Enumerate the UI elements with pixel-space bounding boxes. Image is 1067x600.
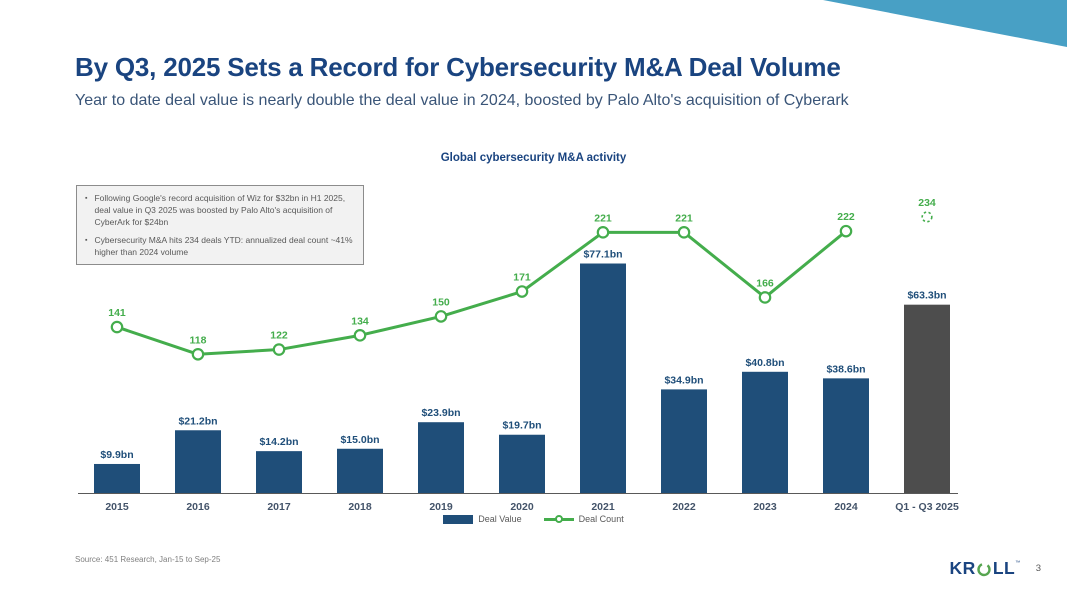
x-axis-label-2017: 2017 bbox=[267, 501, 291, 513]
deal-count-marker-2017 bbox=[272, 343, 286, 356]
deal-value-bar-2016 bbox=[175, 430, 221, 494]
chart-title: Global cybersecurity M&A activity bbox=[440, 152, 627, 164]
deal-value-swatch-icon bbox=[443, 514, 474, 524]
deal-value-label-Q1 - Q3 2025: $63.3bn bbox=[907, 290, 946, 302]
x-axis-label-2018: 2018 bbox=[348, 501, 372, 513]
deal-count-marker-2023 bbox=[758, 291, 772, 304]
kroll-logo-ll: LL bbox=[992, 558, 1016, 578]
deal-value-label-2023: $40.8bn bbox=[745, 357, 784, 369]
x-axis-label-2024: 2024 bbox=[834, 501, 858, 513]
deal-value-label-2018: $15.0bn bbox=[340, 434, 379, 446]
deal-value-bar-2020 bbox=[499, 434, 545, 494]
deal-count-marker-Q1 - Q3 2025 bbox=[921, 211, 933, 223]
kroll-logo-o-icon bbox=[977, 562, 992, 577]
deal-count-label-2023: 166 bbox=[756, 277, 774, 289]
source-note: Source: 451 Research, Jan-15 to Sep-25 bbox=[75, 555, 221, 564]
x-axis-label-2015: 2015 bbox=[105, 501, 129, 513]
deal-count-marker-2020 bbox=[515, 285, 529, 298]
kroll-logo-kr: KR bbox=[949, 558, 976, 578]
deal-count-label-2024: 222 bbox=[837, 211, 855, 223]
deal-count-line bbox=[116, 229, 847, 356]
deal-count-marker-2016 bbox=[191, 347, 205, 361]
deal-count-label-Q1 - Q3 2025: 234 bbox=[918, 197, 936, 209]
deal-value-bar-2023 bbox=[742, 371, 788, 494]
deal-value-label-2024: $38.6bn bbox=[826, 363, 865, 375]
callout-box: ▪ Following Google's record acquisition … bbox=[76, 185, 364, 266]
trademark-symbol: ™ bbox=[1015, 560, 1021, 566]
page-number: 3 bbox=[1035, 563, 1041, 575]
bullet-icon: ▪ bbox=[85, 236, 88, 244]
deal-value-bar-2018 bbox=[337, 448, 383, 494]
deal-count-label-2019: 150 bbox=[432, 296, 450, 308]
deal-value-bar-2022 bbox=[661, 389, 707, 494]
x-axis-label-2019: 2019 bbox=[429, 501, 453, 513]
deal-count-marker-2024 bbox=[839, 224, 853, 238]
deal-count-label-2020: 171 bbox=[513, 272, 531, 284]
callout-list: ▪ Following Google's record acquisition … bbox=[85, 193, 354, 258]
deal-count-marker-2021 bbox=[596, 226, 610, 239]
deal-value-label-2016: $21.2bn bbox=[178, 415, 217, 427]
deal-value-bar-Q1 - Q3 2025 bbox=[904, 304, 950, 494]
callout-bullet-1-text: Following Google's record acquisition of… bbox=[94, 193, 346, 227]
deal-value-bar-2024 bbox=[823, 378, 869, 494]
deal-count-marker-2022 bbox=[677, 226, 691, 239]
deal-count-label-2021: 221 bbox=[594, 212, 612, 224]
legend-item-deal-value: Deal Value bbox=[443, 514, 522, 524]
chart-legend: Deal Value Deal Count bbox=[0, 514, 1067, 524]
kroll-logo: KR LL ™ bbox=[949, 558, 1021, 578]
deal-count-label-2016: 118 bbox=[190, 334, 207, 346]
x-axis-label-2022: 2022 bbox=[672, 501, 696, 513]
deal-value-bar-2015 bbox=[94, 463, 140, 494]
deal-value-label-2015: $9.9bn bbox=[100, 449, 133, 461]
callout-bullet-1: ▪ Following Google's record acquisition … bbox=[85, 193, 354, 229]
deal-count-label-2022: 221 bbox=[675, 212, 693, 224]
deal-value-bar-2021 bbox=[580, 263, 626, 494]
page-title: By Q3, 2025 Sets a Record for Cybersecur… bbox=[75, 52, 841, 82]
x-axis-label-2016: 2016 bbox=[186, 501, 210, 513]
x-axis-label-2020: 2020 bbox=[510, 501, 534, 513]
deal-value-bar-2017 bbox=[256, 451, 302, 494]
legend-label: Deal Value bbox=[478, 514, 522, 524]
legend-item-deal-count: Deal Count bbox=[543, 514, 624, 524]
deal-value-label-2022: $34.9bn bbox=[664, 374, 703, 386]
deal-value-bar-2019 bbox=[418, 422, 464, 494]
deal-value-label-2017: $14.2bn bbox=[259, 436, 298, 448]
deal-count-label-2018: 134 bbox=[351, 315, 369, 327]
deal-count-swatch-icon bbox=[543, 514, 574, 524]
deal-value-label-2020: $19.7bn bbox=[502, 420, 541, 432]
footer-right: KR LL ™ 3 bbox=[949, 558, 1041, 578]
x-axis-label-2021: 2021 bbox=[591, 501, 615, 513]
page-subtitle: Year to date deal value is nearly double… bbox=[75, 92, 849, 109]
legend-label: Deal Count bbox=[578, 514, 624, 524]
deal-count-marker-2018 bbox=[353, 329, 367, 342]
deal-count-marker-2015 bbox=[110, 320, 124, 334]
callout-bullet-2-text: Cybersecurity M&A hits 234 deals YTD: an… bbox=[94, 234, 353, 257]
deal-value-label-2021: $77.1bn bbox=[583, 249, 622, 261]
deal-count-label-2017: 122 bbox=[270, 330, 288, 342]
x-axis-label-2023: 2023 bbox=[753, 501, 777, 513]
x-axis-label-Q1 - Q3 2025: Q1 - Q3 2025 bbox=[895, 501, 959, 513]
deal-count-label-2015: 141 bbox=[108, 307, 126, 319]
deal-count-marker-2019 bbox=[434, 310, 448, 323]
callout-bullet-2: ▪ Cybersecurity M&A hits 234 deals YTD: … bbox=[85, 235, 354, 259]
deal-value-label-2019: $23.9bn bbox=[421, 407, 460, 419]
bullet-icon: ▪ bbox=[85, 195, 88, 202]
